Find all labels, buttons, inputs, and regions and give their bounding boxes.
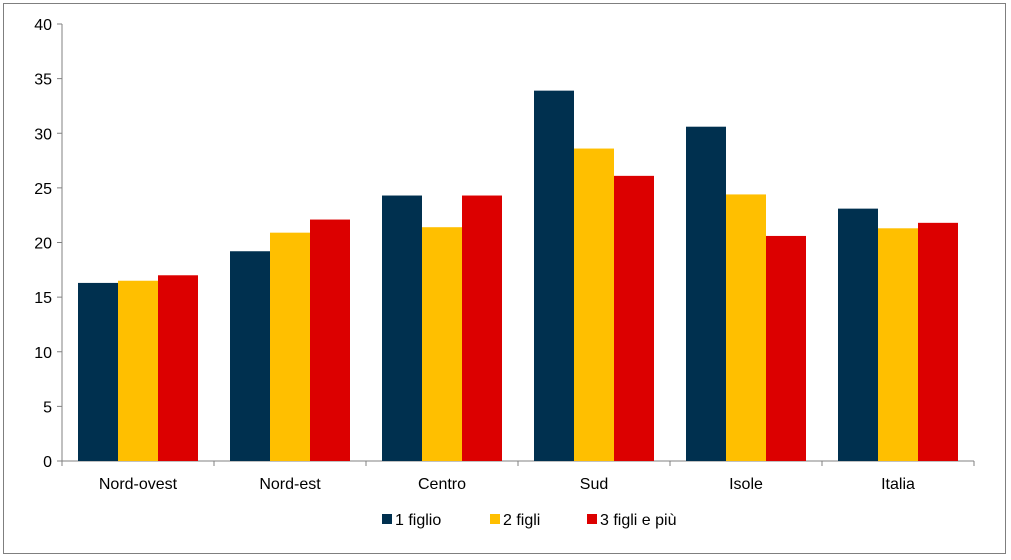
- bar: [766, 235, 806, 461]
- y-tick-labels: 0 5 10 15 20 25 30 35 40: [34, 17, 52, 471]
- y-tick-label: 30: [34, 126, 52, 143]
- bar: [270, 232, 310, 461]
- bar: [614, 175, 654, 462]
- legend-label: 3 figli e più: [600, 512, 677, 529]
- y-tick-label: 15: [34, 290, 52, 307]
- bar: [158, 275, 198, 461]
- bar: [686, 126, 726, 461]
- bar: [118, 280, 158, 461]
- bar: [382, 195, 422, 461]
- chart-axes: [57, 23, 975, 466]
- y-tick-label: 20: [34, 236, 52, 253]
- bar-chart: Nord-ovest Nord-est Centro Sud Isole Italia 0…: [34, 17, 975, 529]
- legend-swatch: [382, 514, 392, 524]
- y-tick-label: 25: [34, 181, 52, 198]
- y-tick-label: 35: [34, 72, 52, 89]
- y-tick-label: 0: [43, 454, 52, 471]
- bar: [230, 251, 270, 461]
- chart-frame: Nord-ovest Nord-est Centro Sud Isole Italia 0…: [3, 3, 1006, 554]
- bar: [534, 90, 574, 461]
- bar: [726, 194, 766, 461]
- y-tick-label: 10: [34, 345, 52, 362]
- bar: [78, 282, 118, 461]
- bar: [574, 148, 614, 462]
- x-tick-label: Italia: [881, 476, 915, 493]
- x-tick-label: Nord-ovest: [99, 476, 178, 493]
- legend-swatch: [490, 514, 500, 524]
- y-tick-label: 40: [34, 17, 52, 34]
- bar: [838, 208, 878, 461]
- legend-label: 1 figlio: [395, 512, 441, 529]
- chart-bars: [78, 90, 958, 462]
- legend-swatch: [587, 514, 597, 524]
- y-tick-label: 5: [43, 399, 52, 416]
- x-tick-labels: Nord-ovest Nord-est Centro Sud Isole Italia: [99, 476, 915, 493]
- legend-label: 2 figli: [503, 512, 540, 529]
- x-tick-label: Isole: [729, 476, 763, 493]
- x-tick-label: Centro: [418, 476, 466, 493]
- bar: [462, 195, 502, 461]
- chart-legend: 1 figlio 2 figli 3 figli e più: [382, 512, 677, 529]
- bar: [878, 228, 918, 461]
- bar: [422, 227, 462, 461]
- x-tick-label: Nord-est: [259, 476, 321, 493]
- bar: [310, 219, 350, 461]
- bar: [918, 222, 958, 461]
- x-tick-label: Sud: [580, 476, 608, 493]
